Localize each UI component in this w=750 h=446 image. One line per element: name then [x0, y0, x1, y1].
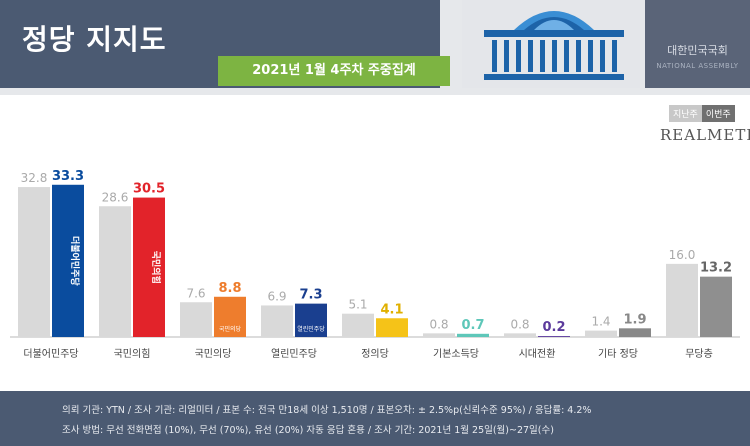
legend-prev-week: 지난주 — [669, 105, 702, 122]
bar-this-week — [295, 303, 327, 337]
value-label-prev: 7.6 — [186, 286, 205, 300]
category-label: 열린민주당 — [271, 348, 317, 360]
party-logo-label: 국민의당 — [219, 325, 242, 333]
category-label: 국민의힘 — [114, 348, 151, 360]
category-label: 더불어민주당 — [23, 348, 78, 360]
assembly-name-en: NATIONAL ASSEMBLY — [656, 62, 739, 70]
bar-prev-week — [666, 263, 698, 337]
value-label-this-week: 1.9 — [623, 312, 646, 327]
survey-period-badge: 2021년 1월 4주차 주중집계 — [218, 56, 450, 86]
category-label: 국민의당 — [195, 348, 232, 360]
value-label-this-week: 13.2 — [700, 261, 732, 276]
bar-this-week — [619, 328, 651, 337]
value-label-prev: 6.9 — [267, 289, 286, 303]
national-assembly-logo: 대한민국국회 NATIONAL ASSEMBLY — [645, 0, 750, 88]
legend-this-week: 이번주 — [701, 105, 735, 122]
value-label-this-week: 0.2 — [542, 320, 565, 335]
value-label-prev: 28.6 — [102, 190, 129, 204]
bar-this-week — [376, 318, 408, 337]
bar-prev-week — [261, 305, 293, 337]
value-label-prev: 5.1 — [348, 298, 367, 312]
value-label-prev: 0.8 — [510, 317, 529, 331]
category-label: 기타 정당 — [598, 348, 638, 360]
national-assembly-building-icon — [462, 0, 640, 88]
value-label-this-week: 4.1 — [380, 302, 403, 317]
value-label-this-week: 0.7 — [461, 318, 484, 333]
value-label-prev: 32.8 — [21, 171, 48, 185]
value-label-prev: 0.8 — [429, 317, 448, 331]
party-logo-label: 열린민주당 — [297, 325, 325, 333]
bar-prev-week — [180, 302, 212, 337]
value-label-this-week: 30.5 — [133, 182, 165, 197]
value-label-this-week: 7.3 — [299, 288, 322, 303]
bar-prev-week — [342, 313, 374, 337]
category-label: 무당층 — [685, 348, 713, 360]
value-label-prev: 16.0 — [669, 248, 696, 262]
bar-this-week — [700, 276, 732, 337]
bar-this-week — [538, 336, 570, 337]
value-label-prev: 1.4 — [591, 315, 610, 329]
party-logo-label: 더불어민주당 — [69, 236, 81, 286]
bar-prev-week — [504, 333, 536, 337]
survey-footer: 의뢰 기관: YTN / 조사 기관: 리얼미터 / 표본 수: 전국 만18세… — [0, 391, 750, 446]
chart-legend: 지난주 이번주 — [669, 105, 735, 122]
bar-prev-week — [585, 330, 617, 337]
bar-this-week — [52, 184, 84, 337]
footer-line-2: 조사 방법: 무선 전화면접 (10%), 무선 (70%), 유선 (20%)… — [62, 425, 554, 436]
realmeter-brand: REALMETER — [660, 126, 750, 144]
bar-prev-week — [423, 333, 455, 337]
bar-prev-week — [99, 206, 131, 337]
bar-prev-week — [18, 187, 50, 337]
bar-this-week — [457, 333, 489, 337]
value-label-this-week: 33.3 — [52, 170, 84, 184]
header: 정당 지지도 2021년 1월 4주차 주중집계 — [0, 0, 750, 95]
page-title: 정당 지지도 — [22, 23, 167, 56]
assembly-name-ko: 대한민국국회 — [667, 44, 728, 57]
bar-this-week — [133, 197, 165, 337]
bar-this-week — [214, 296, 246, 337]
category-label: 시대전환 — [519, 348, 556, 360]
category-label: 기본소득당 — [433, 348, 479, 360]
category-label: 정의당 — [361, 348, 389, 360]
party-logo-label: 국민의힘 — [150, 251, 162, 284]
value-label-this-week: 8.8 — [218, 281, 241, 296]
footer-line-1: 의뢰 기관: YTN / 조사 기관: 리얼미터 / 표본 수: 전국 만18세… — [62, 405, 592, 416]
